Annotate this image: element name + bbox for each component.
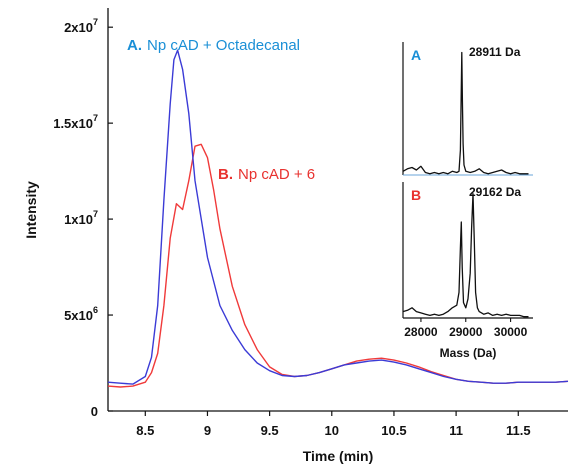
mass-spectrum-inset: A 28911 Da B 29162 Da 28000 29000 30000 Mass … — [399, 36, 549, 360]
y-tick-label: 2x107 — [64, 17, 98, 35]
y-tick-label: 5x106 — [64, 305, 98, 323]
series-b-label-prefix: B. — [218, 166, 233, 183]
inset-peak-annotation: 29162 Da — [469, 185, 521, 199]
main-chart: 8.5 9 9.5 10 10.5 11 11.5 0 5x106 1x107 1.5x107 2x… — [23, 8, 569, 464]
y-tick-label: 1.5x107 — [53, 113, 98, 131]
inset-x-tick-label: 29000 — [449, 325, 483, 339]
inset-x-axis-title: Mass (Da) — [440, 346, 497, 360]
x-axis-title: Time (min) — [303, 448, 374, 464]
inset-panel-letter: B — [411, 187, 421, 203]
inset-panel-b: B 29162 Da — [402, 182, 533, 319]
x-tick-label: 11 — [449, 423, 463, 438]
series-b-label-text: Np cAD + 6 — [238, 166, 315, 183]
inset-background — [399, 36, 549, 332]
x-tick-label: 9 — [204, 423, 211, 438]
y-axis-ticks: 0 5x106 1x107 1.5x107 2x107 — [53, 17, 113, 419]
x-tick-label: 10 — [325, 423, 339, 438]
inset-panel-letter: A — [411, 47, 421, 63]
x-tick-label: 10.5 — [381, 423, 406, 438]
inset-peak-annotation: 28911 Da — [469, 45, 521, 59]
inset-spectrum-b — [402, 193, 529, 318]
inset-x-tick-label: 30000 — [494, 325, 528, 339]
series-a-label-text: Np cAD + Octadecanal — [147, 37, 300, 54]
x-tick-label: 11.5 — [506, 423, 531, 438]
series-a-label: A. Np cAD + Octadecanal — [127, 37, 300, 54]
y-tick-label: 1x107 — [64, 209, 98, 227]
main-series-group — [107, 49, 569, 388]
x-tick-label: 8.5 — [136, 423, 154, 438]
inset-panel-a: A 28911 Da — [402, 42, 533, 176]
inset-spectrum-a — [402, 51, 529, 175]
inset-x-tick-label: 28000 — [404, 325, 438, 339]
inset-panels: A 28911 Da B 29162 Da — [402, 42, 533, 319]
series-a-line — [107, 49, 569, 385]
x-tick-label: 9.5 — [261, 423, 279, 438]
series-b-label: B. Np cAD + 6 — [218, 166, 315, 183]
x-axis-ticks: 8.5 9 9.5 10 10.5 11 11.5 — [136, 411, 531, 438]
series-a-label-prefix: A. — [127, 37, 142, 54]
y-axis-title: Intensity — [23, 181, 39, 239]
inset-x-ticks: 28000 29000 30000 — [403, 317, 533, 339]
y-tick-label: 0 — [91, 404, 98, 419]
